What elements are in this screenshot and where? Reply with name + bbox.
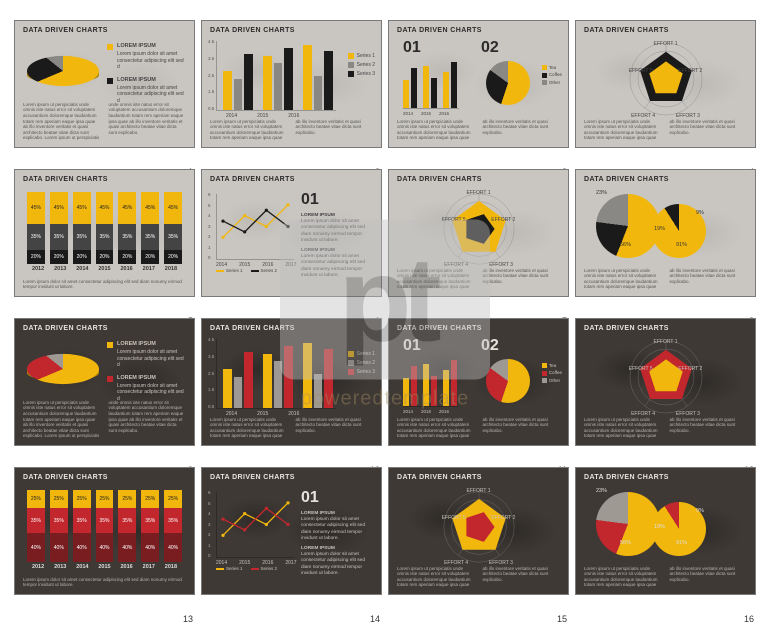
radar-chart bbox=[440, 190, 518, 268]
slide-cell: DATA DRIVEN CHARTS LOREM IPSUMLorem ipsum… bbox=[14, 318, 195, 461]
slide-14[interactable]: DATA DRIVEN CHARTS6543210201420152016201… bbox=[201, 467, 382, 595]
slide-title: DATA DRIVEN CHARTS bbox=[397, 474, 482, 481]
slide-4[interactable]: DATA DRIVEN CHARTSEFFORT 1EFFORT 2EFFORT… bbox=[575, 20, 756, 148]
radar-chart bbox=[626, 337, 706, 417]
slide-title: DATA DRIVEN CHARTS bbox=[23, 27, 108, 34]
pie-3d bbox=[27, 343, 99, 395]
slide-9[interactable]: DATA DRIVEN CHARTS LOREM IPSUMLorem ipsum… bbox=[14, 318, 195, 446]
stacked-bar-chart: 40%35%25%40%35%25%40%35%25%40%35%25%40%3… bbox=[27, 490, 182, 562]
slide-number: 13 bbox=[183, 614, 193, 624]
small-bar-chart bbox=[403, 61, 459, 109]
slide-cell: DATA DRIVEN CHARTS6543210201420152016201… bbox=[201, 467, 382, 610]
slide-cell: DATA DRIVEN CHARTS 20%35%45%20%35%45%20%3… bbox=[14, 169, 195, 312]
slide-cell: DATA DRIVEN CHARTSEFFORT 1EFFORT 2EFFORT… bbox=[575, 20, 756, 163]
slide-10[interactable]: DATA DRIVEN CHARTS4.53.52.51.50.52014201… bbox=[201, 318, 382, 446]
slide-7[interactable]: DATA DRIVEN CHARTSEFFORT 1EFFORT 2EFFORT… bbox=[388, 169, 569, 297]
slide-16[interactable]: DATA DRIVEN CHARTS23%56%19%9%91%Lorem ip… bbox=[575, 467, 756, 595]
slide-text-block: 01LOREM IPSUMLorem ipsum dolor sit amet … bbox=[301, 190, 373, 279]
slide-title: DATA DRIVEN CHARTS bbox=[210, 474, 295, 481]
slide-cell: DATA DRIVEN CHARTS LOREM IPSUMLorem ipsum… bbox=[14, 20, 195, 163]
slide-cell: DATA DRIVEN CHARTS0102201420152016TeaCof… bbox=[388, 318, 569, 461]
pie-legend: LOREM IPSUMLorem ipsum dolor sit amet co… bbox=[107, 341, 185, 408]
slide-title: DATA DRIVEN CHARTS bbox=[397, 27, 482, 34]
mini-pie bbox=[486, 359, 530, 403]
slide-text-block: 01LOREM IPSUMLorem ipsum dolor sit amet … bbox=[301, 488, 373, 577]
bar-legend: Series 1Series 2Series 3 bbox=[348, 53, 375, 77]
small-bar-chart bbox=[403, 359, 459, 407]
lorem-text: Lorem ipsum ut perspiciatis unde omnis i… bbox=[23, 400, 186, 439]
slide-8[interactable]: DATA DRIVEN CHARTS23%56%19%9%91%Lorem ip… bbox=[575, 169, 756, 297]
slide-title: DATA DRIVEN CHARTS bbox=[23, 176, 108, 183]
slide-title: DATA DRIVEN CHARTS bbox=[584, 27, 669, 34]
slide-cell: DATA DRIVEN CHARTS23%56%19%9%91%Lorem ip… bbox=[575, 169, 756, 312]
slide-cell: DATA DRIVEN CHARTS4.53.52.51.50.52014201… bbox=[201, 20, 382, 163]
slide-cell: DATA DRIVEN CHARTS 40%35%25%40%35%25%40%3… bbox=[14, 467, 195, 610]
slide-number: 16 bbox=[744, 614, 754, 624]
slide-cell: DATA DRIVEN CHARTSEFFORT 1EFFORT 2EFFORT… bbox=[388, 467, 569, 610]
slide-13[interactable]: DATA DRIVEN CHARTS 40%35%25%40%35%25%40%3… bbox=[14, 467, 195, 595]
slide-title: DATA DRIVEN CHARTS bbox=[584, 325, 669, 332]
slide-cell: DATA DRIVEN CHARTSEFFORT 1EFFORT 2EFFORT… bbox=[575, 318, 756, 461]
pie-3d bbox=[27, 45, 99, 97]
slide-cell: DATA DRIVEN CHARTS4.53.52.51.50.52014201… bbox=[201, 318, 382, 461]
bar-legend: Series 1Series 2Series 3 bbox=[348, 351, 375, 375]
slide-title: DATA DRIVEN CHARTS bbox=[584, 176, 669, 183]
slide-title: DATA DRIVEN CHARTS bbox=[397, 325, 482, 332]
stacked-bar-chart: 20%35%45%20%35%45%20%35%45%20%35%45%20%3… bbox=[27, 192, 182, 264]
slide-cell: DATA DRIVEN CHARTS23%56%19%9%91%Lorem ip… bbox=[575, 467, 756, 610]
slide-1[interactable]: DATA DRIVEN CHARTS LOREM IPSUMLorem ipsum… bbox=[14, 20, 195, 148]
radar-chart bbox=[626, 39, 706, 119]
slide-5[interactable]: DATA DRIVEN CHARTS 20%35%45%20%35%45%20%3… bbox=[14, 169, 195, 297]
slide-title: DATA DRIVEN CHARTS bbox=[23, 474, 108, 481]
slide-grid: DATA DRIVEN CHARTS LOREM IPSUMLorem ipsum… bbox=[0, 0, 770, 630]
slide-3[interactable]: DATA DRIVEN CHARTS0102201420152016TeaCof… bbox=[388, 20, 569, 148]
slide-cell: DATA DRIVEN CHARTSEFFORT 1EFFORT 2EFFORT… bbox=[388, 169, 569, 312]
slide-11[interactable]: DATA DRIVEN CHARTS0102201420152016TeaCof… bbox=[388, 318, 569, 446]
bar-chart bbox=[216, 339, 336, 409]
bar-chart bbox=[216, 41, 336, 111]
radar-chart bbox=[440, 488, 518, 566]
slide-cell: DATA DRIVEN CHARTS0102201420152016TeaCof… bbox=[388, 20, 569, 163]
slide-title: DATA DRIVEN CHARTS bbox=[210, 325, 295, 332]
line-chart bbox=[216, 492, 294, 558]
slide-2[interactable]: DATA DRIVEN CHARTS4.53.52.51.50.52014201… bbox=[201, 20, 382, 148]
slide-15[interactable]: DATA DRIVEN CHARTSEFFORT 1EFFORT 2EFFORT… bbox=[388, 467, 569, 595]
mini-pie bbox=[486, 61, 530, 105]
slide-title: DATA DRIVEN CHARTS bbox=[210, 176, 295, 183]
lorem-text: Lorem ipsum ut perspiciatis unde omnis i… bbox=[23, 102, 186, 141]
slide-12[interactable]: DATA DRIVEN CHARTSEFFORT 1EFFORT 2EFFORT… bbox=[575, 318, 756, 446]
slide-number: 14 bbox=[370, 614, 380, 624]
line-chart bbox=[216, 194, 294, 260]
slide-6[interactable]: DATA DRIVEN CHARTS6543210201420152016201… bbox=[201, 169, 382, 297]
slide-title: DATA DRIVEN CHARTS bbox=[23, 325, 108, 332]
slide-title: DATA DRIVEN CHARTS bbox=[397, 176, 482, 183]
slide-cell: DATA DRIVEN CHARTS6543210201420152016201… bbox=[201, 169, 382, 312]
slide-title: DATA DRIVEN CHARTS bbox=[584, 474, 669, 481]
pie-legend: LOREM IPSUMLorem ipsum dolor sit amet co… bbox=[107, 43, 185, 110]
slide-number: 15 bbox=[557, 614, 567, 624]
slide-title: DATA DRIVEN CHARTS bbox=[210, 27, 295, 34]
